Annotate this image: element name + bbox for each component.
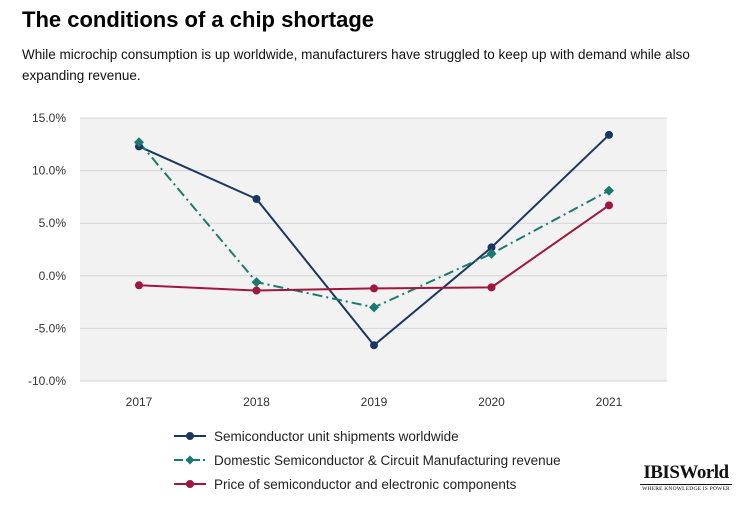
legend-item-shipments: Semiconductor unit shipments worldwide — [172, 424, 561, 448]
legend-swatch-revenue — [174, 455, 206, 465]
y-tick-label: 0.0% — [39, 269, 67, 283]
ibisworld-logo: IBISWorld WHERE KNOWLEDGE IS POWER — [640, 462, 732, 492]
legend-item-revenue: Domestic Semiconductor & Circuit Manufac… — [172, 448, 561, 472]
brand-tagline: WHERE KNOWLEDGE IS POWER — [642, 486, 730, 492]
x-tick-label: 2017 — [126, 395, 153, 409]
legend: Semiconductor unit shipments worldwide D… — [172, 424, 561, 496]
data-point — [605, 130, 613, 139]
chart-subtitle: While microchip consumption is up worldw… — [22, 47, 690, 83]
y-tick-label: 5.0% — [39, 216, 67, 230]
data-point — [487, 243, 496, 252]
data-point — [370, 284, 378, 293]
chart-title: The conditions of a chip shortage — [22, 7, 375, 32]
legend-label-price: Price of semiconductor and electronic co… — [214, 476, 517, 492]
x-tick-label: 2018 — [243, 395, 270, 409]
legend-label-revenue: Domestic Semiconductor & Circuit Manufac… — [214, 452, 561, 468]
data-point — [251, 277, 262, 288]
data-point — [604, 185, 614, 196]
legend-item-price: Price of semiconductor and electronic co… — [172, 472, 561, 496]
y-tick-label: -10.0% — [28, 374, 66, 388]
data-point — [134, 137, 144, 148]
y-axis: 15.0% 10.0% 5.0% 0.0% -5.0% -10.0% — [28, 111, 66, 388]
plot-area — [80, 118, 667, 381]
y-tick-label: -5.0% — [35, 321, 67, 335]
y-tick-label: 10.0% — [32, 164, 66, 178]
x-tick-label: 2019 — [361, 395, 388, 409]
brand-name: IBISWorld — [640, 462, 732, 485]
x-axis: 2017 2018 2019 2020 2021 — [126, 395, 623, 409]
series-markers — [134, 130, 614, 350]
data-point — [135, 281, 143, 290]
data-point — [252, 195, 261, 204]
data-point — [487, 283, 496, 292]
data-point — [252, 286, 261, 295]
grid-lines — [80, 117, 667, 382]
x-tick-label: 2020 — [478, 395, 505, 409]
legend-label-shipments: Semiconductor unit shipments worldwide — [214, 428, 459, 444]
legend-swatch-price — [174, 480, 206, 488]
x-tick-label: 2021 — [596, 395, 623, 409]
data-point — [486, 248, 497, 259]
data-point — [369, 302, 379, 313]
y-tick-label: 15.0% — [32, 111, 66, 125]
legend-swatch-shipments — [174, 432, 206, 440]
line-chart: 15.0%10.0%5.0%0.0%-5.0%-10.0% 2017 2018 20… — [28, 111, 667, 409]
data-point — [370, 341, 378, 350]
data-point — [605, 201, 613, 210]
